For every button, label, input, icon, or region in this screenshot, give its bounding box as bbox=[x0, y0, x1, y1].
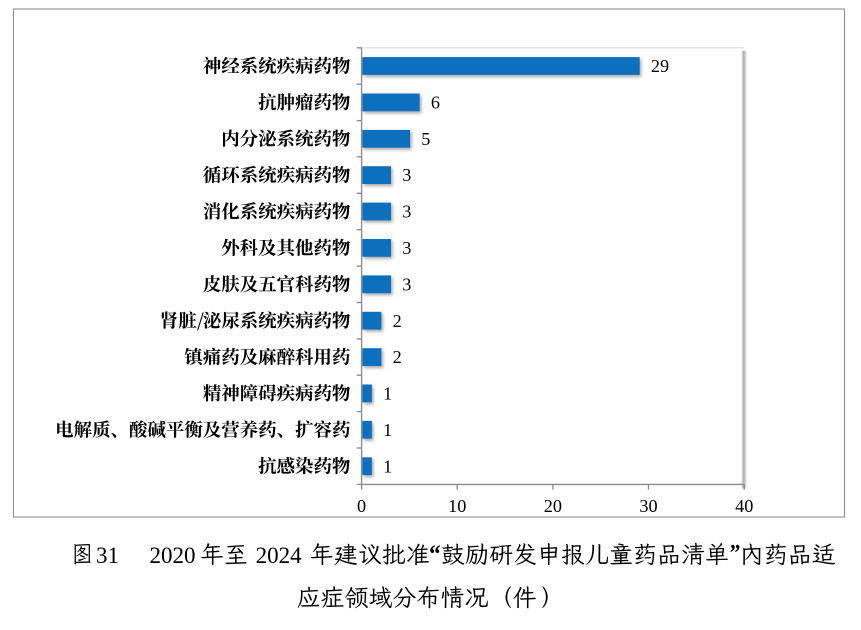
svg-text:40: 40 bbox=[735, 496, 753, 516]
svg-text:6: 6 bbox=[431, 93, 440, 113]
svg-text:2: 2 bbox=[393, 347, 402, 367]
svg-text:29: 29 bbox=[651, 56, 669, 76]
svg-text:5: 5 bbox=[421, 129, 430, 149]
svg-text:3: 3 bbox=[402, 202, 411, 222]
svg-text:30: 30 bbox=[639, 496, 657, 516]
svg-text:2: 2 bbox=[393, 311, 402, 331]
svg-text:10: 10 bbox=[448, 496, 466, 516]
svg-text:1: 1 bbox=[383, 384, 392, 404]
svg-text:1: 1 bbox=[383, 456, 392, 476]
svg-text:20: 20 bbox=[544, 496, 562, 516]
svg-text:2024: 2024 bbox=[256, 543, 303, 568]
svg-text:0: 0 bbox=[357, 496, 366, 516]
svg-text:3: 3 bbox=[402, 274, 411, 294]
svg-text:2020: 2020 bbox=[150, 543, 196, 568]
svg-text:1: 1 bbox=[383, 420, 392, 440]
svg-text:31: 31 bbox=[96, 543, 119, 568]
svg-text:3: 3 bbox=[402, 165, 411, 185]
svg-text:3: 3 bbox=[402, 238, 411, 258]
